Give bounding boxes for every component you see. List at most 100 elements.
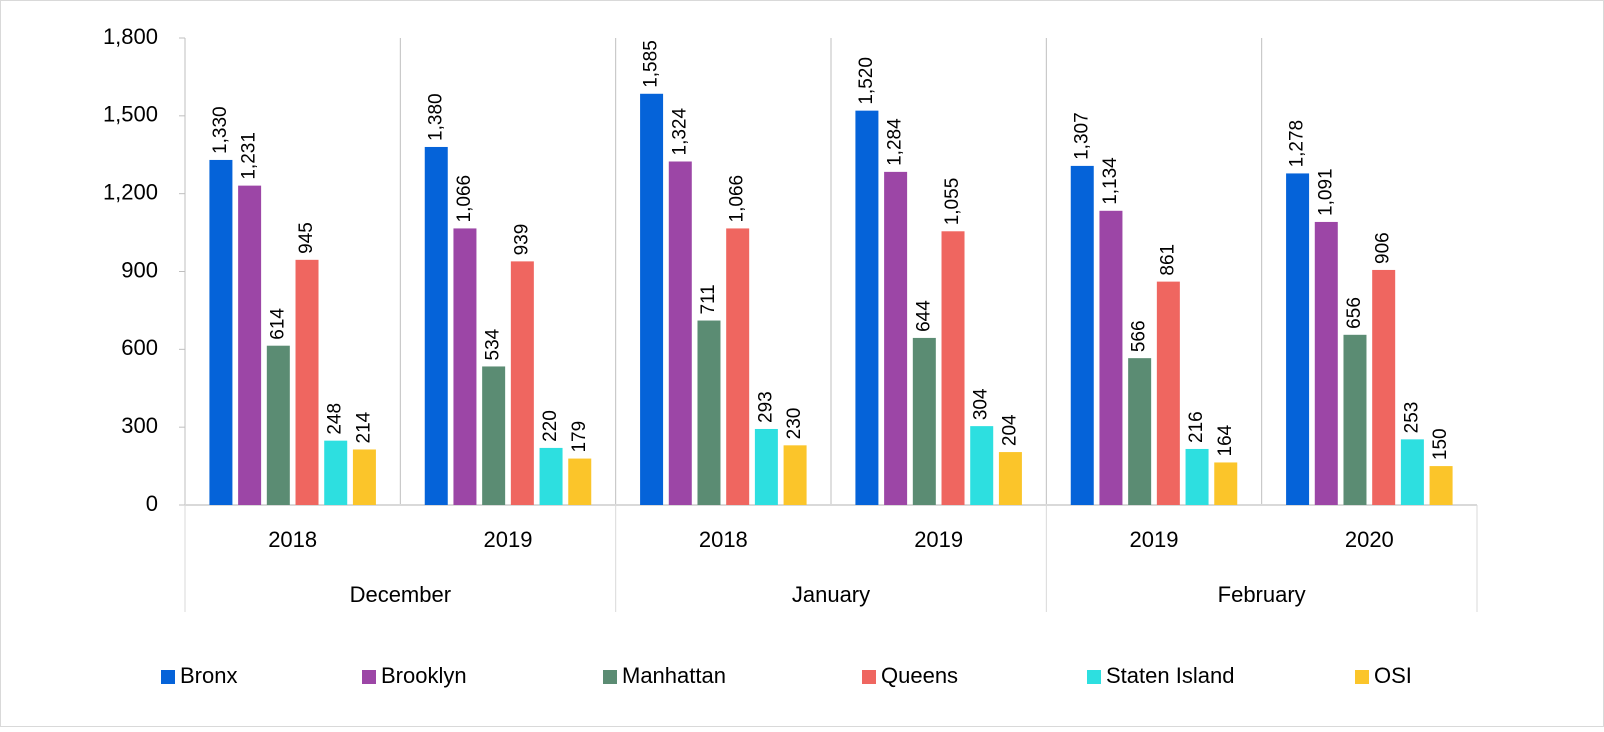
bar bbox=[238, 185, 262, 505]
data-label: 230 bbox=[784, 408, 805, 440]
bar bbox=[1099, 210, 1123, 506]
bar bbox=[1429, 466, 1453, 505]
bar bbox=[209, 159, 233, 505]
bar bbox=[640, 93, 664, 506]
legend-swatch bbox=[362, 670, 376, 684]
bar bbox=[1343, 334, 1367, 505]
data-label: 1,066 bbox=[454, 175, 475, 223]
x-tick-label: 2019 bbox=[914, 527, 963, 552]
data-label: 1,284 bbox=[885, 118, 906, 166]
x-tick-label: 2020 bbox=[1345, 527, 1394, 552]
bar bbox=[324, 440, 348, 505]
data-label: 1,520 bbox=[856, 57, 877, 105]
legend-swatch bbox=[161, 670, 175, 684]
data-label: 179 bbox=[569, 421, 590, 453]
data-label: 945 bbox=[296, 222, 317, 254]
y-tick-label: 1,200 bbox=[103, 179, 158, 204]
x-tick-label: 2018 bbox=[699, 527, 748, 552]
data-label: 644 bbox=[913, 300, 934, 332]
group-label: January bbox=[792, 582, 870, 607]
data-label: 1,307 bbox=[1071, 112, 1092, 160]
data-label: 164 bbox=[1215, 424, 1236, 456]
data-label: 293 bbox=[755, 391, 776, 423]
legend-label: Manhattan bbox=[622, 663, 726, 688]
data-label: 253 bbox=[1401, 402, 1422, 434]
y-tick-label: 0 bbox=[146, 491, 158, 516]
data-label: 220 bbox=[540, 410, 561, 442]
data-label: 711 bbox=[698, 284, 719, 314]
legend-label: Queens bbox=[881, 663, 958, 688]
bar bbox=[1400, 439, 1424, 505]
y-tick-label: 1,500 bbox=[103, 102, 158, 127]
legend-label: Brooklyn bbox=[381, 663, 467, 688]
data-label: 150 bbox=[1430, 428, 1451, 460]
legend-swatch bbox=[1087, 670, 1101, 684]
bar bbox=[568, 458, 592, 505]
bar bbox=[697, 320, 721, 505]
legend-label: Bronx bbox=[180, 663, 237, 688]
data-label: 248 bbox=[325, 403, 346, 435]
bar bbox=[539, 447, 563, 505]
bar bbox=[295, 259, 319, 505]
bar bbox=[884, 171, 908, 505]
data-label: 614 bbox=[267, 308, 288, 340]
bar bbox=[1185, 448, 1209, 505]
legend-swatch bbox=[1355, 670, 1369, 684]
bar bbox=[783, 445, 807, 505]
bar bbox=[726, 228, 750, 505]
data-label: 1,278 bbox=[1287, 120, 1308, 168]
data-label: 566 bbox=[1129, 320, 1150, 352]
data-label: 1,134 bbox=[1100, 157, 1121, 205]
x-tick-label: 2018 bbox=[268, 527, 317, 552]
legend-swatch bbox=[603, 670, 617, 684]
data-label: 534 bbox=[483, 328, 504, 360]
bar bbox=[482, 366, 506, 505]
x-tick-label: 2019 bbox=[1130, 527, 1179, 552]
bar bbox=[855, 110, 879, 506]
data-label: 1,324 bbox=[669, 108, 690, 156]
data-label: 216 bbox=[1186, 411, 1207, 443]
bar bbox=[1214, 462, 1238, 505]
data-label: 1,330 bbox=[210, 106, 231, 154]
group-label: February bbox=[1218, 582, 1306, 607]
bar bbox=[668, 161, 692, 506]
y-tick-label: 300 bbox=[121, 413, 158, 438]
bar bbox=[754, 428, 778, 505]
x-tick-label: 2019 bbox=[484, 527, 533, 552]
bar bbox=[510, 261, 534, 505]
bar bbox=[453, 228, 477, 505]
data-label: 861 bbox=[1157, 244, 1178, 276]
legend-label: OSI bbox=[1374, 663, 1412, 688]
data-label: 656 bbox=[1344, 297, 1365, 329]
bar bbox=[352, 449, 376, 505]
data-label: 1,055 bbox=[942, 178, 963, 226]
bar bbox=[941, 231, 965, 505]
data-label: 1,231 bbox=[239, 132, 260, 180]
data-label: 1,066 bbox=[727, 175, 748, 223]
legend-swatch bbox=[862, 670, 876, 684]
bar bbox=[1156, 281, 1180, 505]
data-label: 204 bbox=[999, 414, 1020, 446]
data-label: 1,380 bbox=[425, 93, 446, 141]
bar bbox=[912, 337, 936, 505]
data-label: 906 bbox=[1373, 232, 1394, 264]
data-label: 1,585 bbox=[641, 40, 662, 88]
y-tick-label: 900 bbox=[121, 257, 158, 282]
bar bbox=[1070, 165, 1094, 505]
legend-label: Staten Island bbox=[1106, 663, 1234, 688]
bar bbox=[1128, 358, 1152, 505]
bar bbox=[970, 426, 994, 505]
group-label: December bbox=[350, 582, 451, 607]
bar bbox=[424, 146, 448, 505]
bar bbox=[1372, 269, 1396, 505]
data-label: 304 bbox=[971, 388, 992, 420]
bar bbox=[1314, 221, 1338, 505]
bar bbox=[1286, 173, 1310, 505]
y-tick-label: 1,800 bbox=[103, 24, 158, 49]
y-tick-label: 600 bbox=[121, 335, 158, 360]
data-label: 939 bbox=[511, 224, 532, 256]
bar bbox=[998, 452, 1022, 505]
data-label: 214 bbox=[353, 411, 374, 443]
bar bbox=[266, 345, 290, 505]
data-label: 1,091 bbox=[1315, 168, 1336, 216]
